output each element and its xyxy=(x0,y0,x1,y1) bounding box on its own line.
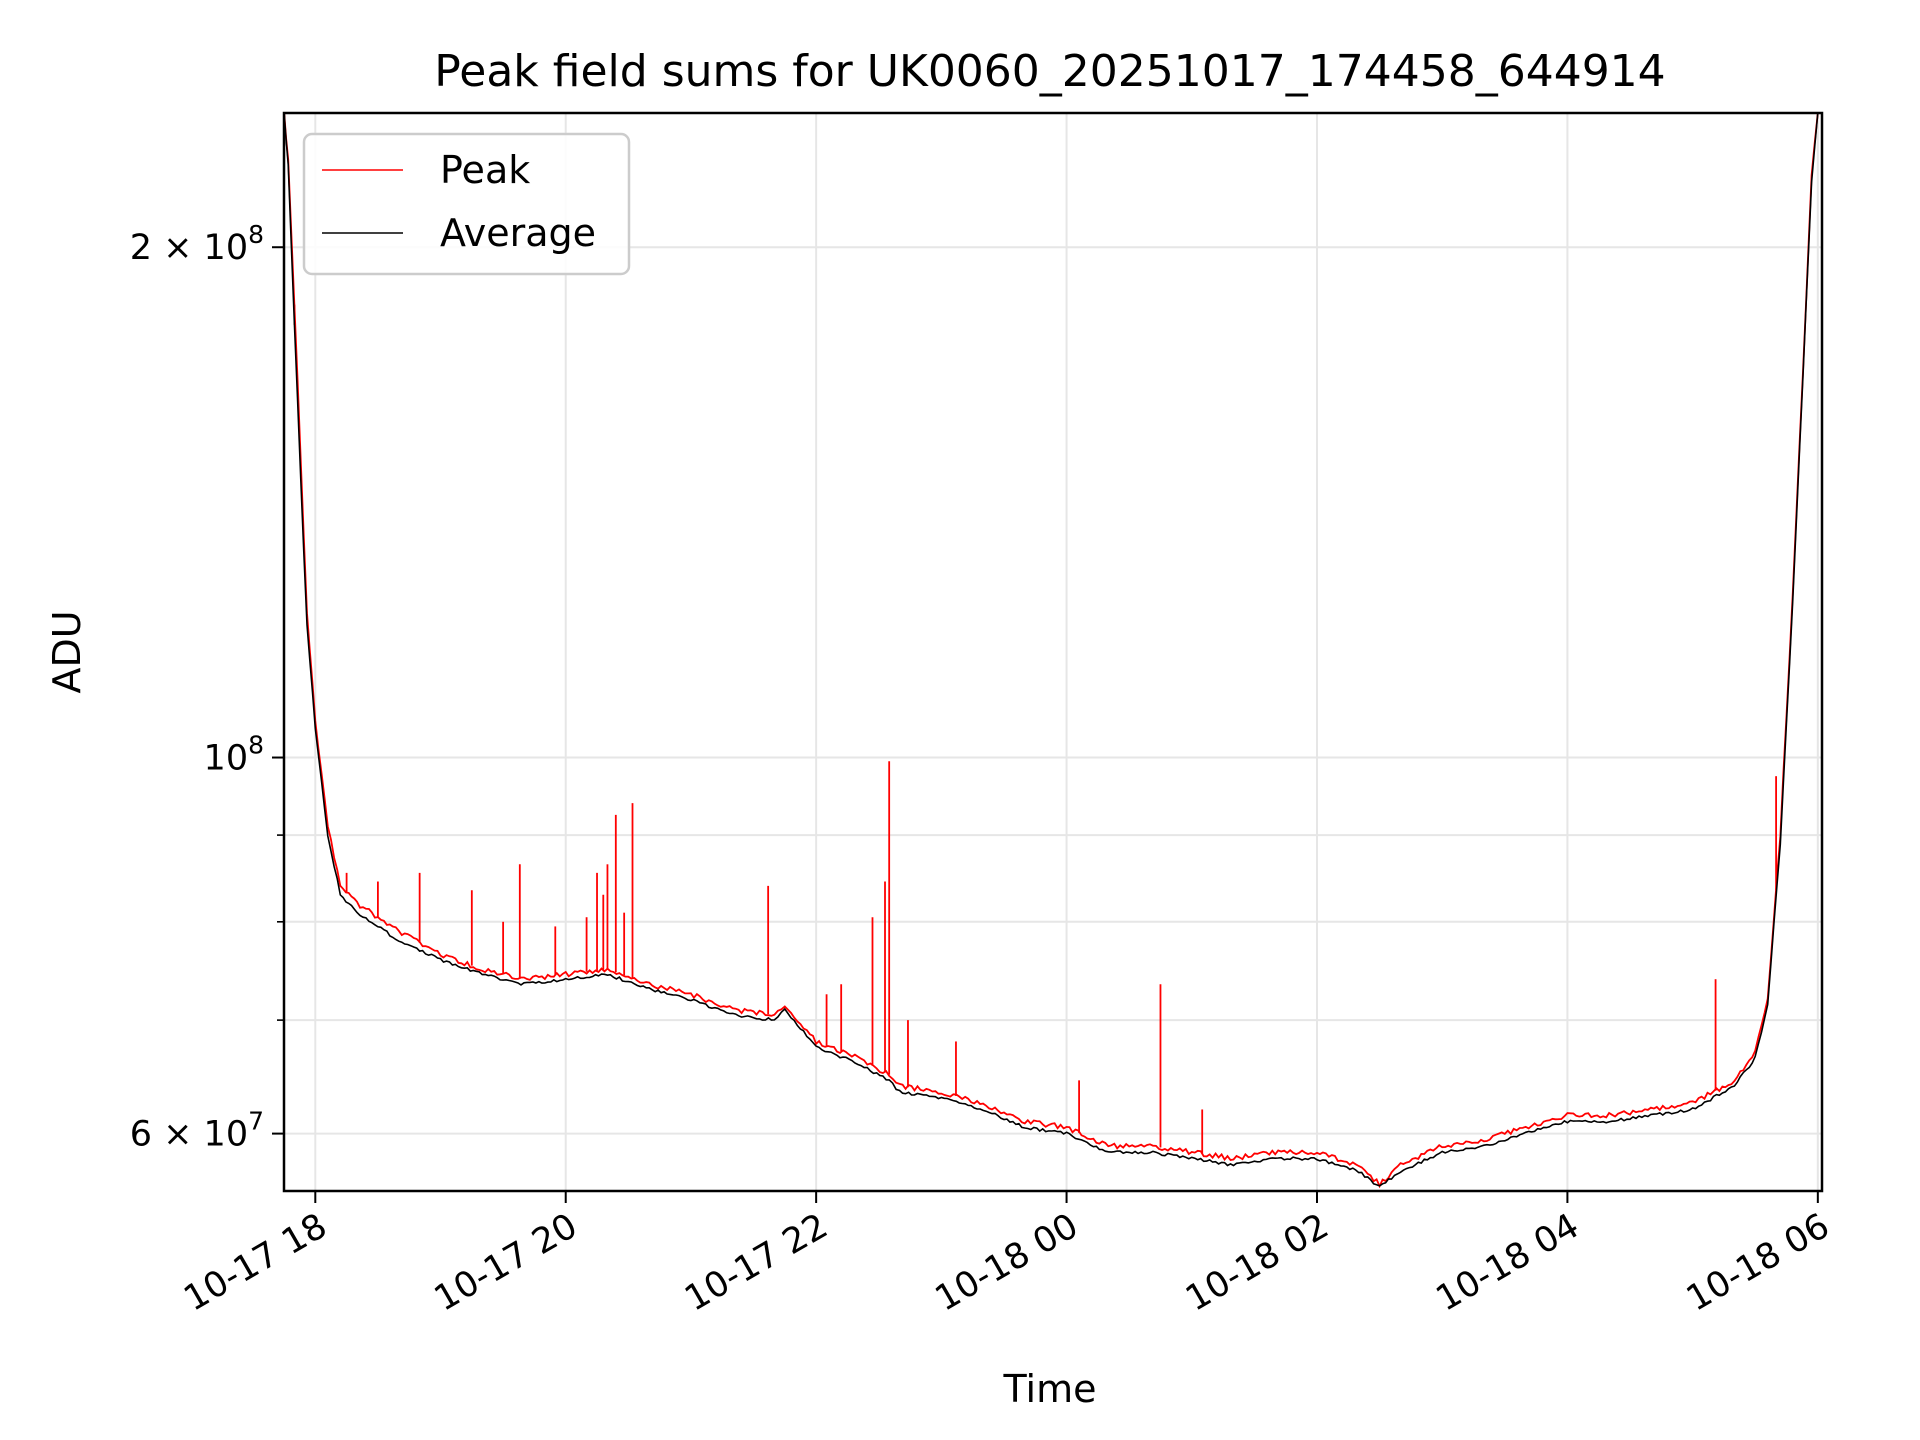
y-tick-label: 108 xyxy=(204,731,264,779)
series-line-peak xyxy=(284,113,1819,1189)
y-tick-label: 2 × 108 xyxy=(130,220,264,268)
y-axis: 6 × 107 108 2 × 108 xyxy=(130,220,284,1155)
series-line-average xyxy=(284,113,1819,1187)
legend-label-average: Average xyxy=(440,211,596,255)
legend-label-peak: Peak xyxy=(440,148,530,192)
y-axis-label: ADU xyxy=(45,610,89,693)
chart-title: Peak field sums for UK0060_20251017_1744… xyxy=(434,46,1665,97)
legend: Peak Average xyxy=(302,132,631,276)
legend-box xyxy=(302,132,631,276)
x-axis-label: Time xyxy=(1003,1367,1097,1411)
series-layer xyxy=(284,113,1819,1189)
y-tick-label: 6 × 107 xyxy=(130,1107,264,1155)
plot-frame xyxy=(282,111,1824,1193)
